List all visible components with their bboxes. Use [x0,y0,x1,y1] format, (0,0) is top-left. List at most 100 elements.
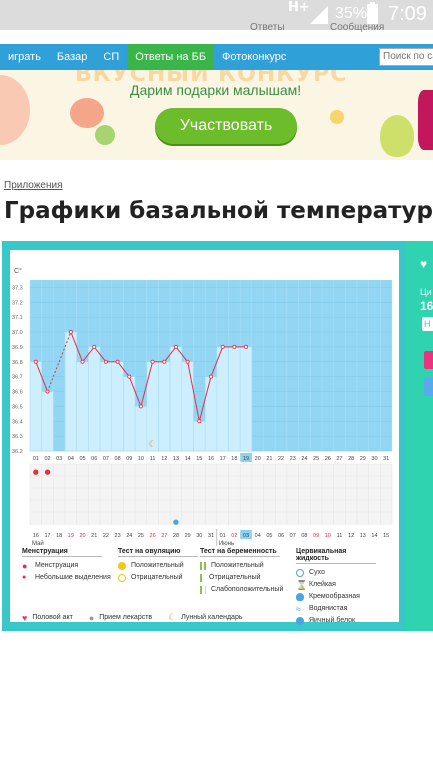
temperature-point [115,359,120,364]
y-tick-label: 37.3 [12,285,23,291]
breadcrumb[interactable]: Приложения [4,180,63,191]
legend-label: Сухо [309,569,325,576]
heart-icon: ♥ [22,612,28,623]
dry-icon [296,569,304,577]
small-drop-icon: ● [22,574,27,581]
highlight-day [240,453,252,462]
nav-item-answers[interactable]: Ответы на ББ [127,44,215,70]
legend-label: Слабоположительный [211,586,284,593]
drop-icon: ● [22,561,28,571]
x-bottom-label: 21 [91,533,97,539]
heart-icon[interactable]: ♥ [420,257,428,271]
day-bar [29,361,42,452]
temperature-line [70,331,84,362]
nav-item-sp[interactable]: СП [103,51,120,63]
x-bottom-label: 02 [231,533,237,539]
promo-banner[interactable]: ВКУСНЫЙ КОНКУРС Дарим подарки малышам! У… [0,70,433,160]
temperature-point [80,359,85,364]
legend-label: Кремообразная [309,593,360,600]
temperature-point [33,359,38,364]
x-top-label: 22 [278,456,284,462]
positive-circle-icon [118,562,126,570]
x-bottom-label: 05 [266,533,272,539]
x-bottom-label: 04 [255,533,261,539]
legend-label: Лунный календарь [181,614,243,621]
cervical-drop-icon: ● [173,518,179,526]
day-bar [193,421,206,452]
legend-label: Положительный [211,562,264,569]
x-top-label: 01 [33,456,39,462]
temperature-line [117,361,130,377]
x-bottom-label: 13 [360,533,366,539]
network-indicator: H+ [288,0,310,15]
temperature-point [68,330,73,335]
pill-icon: ● [88,612,95,623]
day-bar [134,406,148,452]
baby-illustration [0,75,30,145]
legend-header: Менструация [22,548,102,557]
legend-header: Тест на овуляцию [118,548,198,557]
legend-label: Менструация [35,562,79,569]
y-tick-label: 37.0 [12,330,23,336]
temperature-line [163,346,177,363]
participate-button[interactable]: Участвовать [155,108,297,144]
messages-link[interactable]: Сообщения [330,22,385,33]
signal-icon [310,6,328,24]
pear-illustration [380,115,414,157]
x-top-label: 13 [173,456,179,462]
x-bottom-label: 08 [301,533,307,539]
y-tick-label: 36.7 [12,375,23,381]
legend-cervical-fluid: Цервикальная жидкость Сухо ⌛ Клейкая Крем… [296,548,376,627]
battery-percent: 35% [335,5,368,22]
faint-line-icon [200,586,206,594]
x-bottom-label: 07 [290,533,296,539]
temperature-point [92,344,97,349]
nav-item-photo-contest[interactable]: Фотоконкурс [222,51,287,63]
temperature-line [175,346,189,363]
x-bottom-label: 23 [115,533,121,539]
temperature-point [185,359,190,364]
flower-illustration [418,90,433,150]
x-top-label: 07 [103,456,109,462]
x-top-label: 15 [196,456,202,462]
bottom-legend: ♥ Половой акт ● Прием лекарств ☾ Лунный кал… [22,612,242,623]
x-top-label: 09 [126,456,132,462]
temperature-point [244,344,249,349]
temperature-line [128,376,142,407]
x-top-label: 17 [220,456,226,462]
day-bar [76,361,89,452]
single-line-icon [200,574,204,582]
legend-pregnancy-test: Тест на беременность Положительный Отриц… [200,548,283,596]
side-button[interactable]: Н [422,317,433,331]
moon-icon: ☾ [149,440,157,450]
y-tick-label: 37.2 [12,300,23,306]
x-top-label: 03 [56,456,62,462]
y-axis-label: C° [14,267,22,275]
share-icon[interactable] [424,351,433,369]
search-input[interactable]: Поиск по сайт [379,48,433,66]
legend-label: Положительный [131,562,184,569]
x-top-label: 31 [383,456,389,462]
temperature-line [47,331,72,392]
x-top-label: 29 [360,456,366,462]
answers-link[interactable]: Ответы [250,22,285,33]
x-top-label: 28 [348,456,354,462]
x-bottom-label: 15 [383,533,389,539]
nav-item-play[interactable]: играть [8,51,41,63]
day-bar [239,346,253,452]
legend-label: Половой акт [32,614,73,621]
temperature-point [208,374,213,379]
day-bar [41,391,54,452]
double-line-icon [200,562,206,570]
chart-card: C° 37.3 37.2 37.1 37.0 36.9 36.8 36.7 36.6 36.5 36… [10,250,399,622]
legend-menstruation: Менструация ● Менструация ● Небольшие выде… [22,548,111,584]
x-top-label: 24 [301,456,307,462]
nav-item-bazaar[interactable]: Базар [56,51,88,63]
legend-label: Отрицательный [209,574,261,581]
day-bar [64,331,77,452]
add-icon[interactable] [424,378,433,396]
x-top-label: 23 [290,456,296,462]
y-tick-label: 36.5 [12,404,23,410]
status-bar: H+ 35% 7:09 Ответы Сообщения [0,0,433,33]
y-tick-label: 36.9 [12,345,23,351]
